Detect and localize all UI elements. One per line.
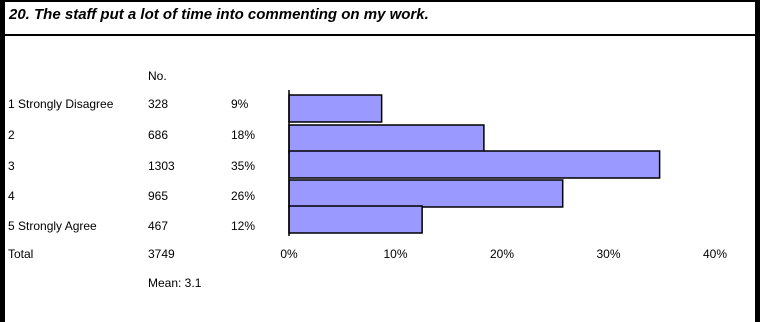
bars-group (288, 94, 661, 234)
row-count: 686 (148, 128, 169, 142)
row-count: 965 (148, 189, 169, 203)
bar-1 (288, 94, 383, 123)
x-tick-label: 10% (383, 247, 407, 261)
row-label: 3 (8, 159, 15, 173)
mean-value: Mean: 3.1 (148, 276, 202, 290)
bar-4 (288, 179, 564, 208)
total-count: 3749 (148, 247, 175, 261)
count-column-header: No. (148, 69, 167, 83)
row-label: 1 Strongly Disagree (8, 97, 114, 111)
bar-2 (288, 124, 485, 153)
row-count: 467 (148, 219, 169, 233)
row-label: 4 (8, 189, 15, 203)
row-percent: 26% (231, 189, 256, 203)
bar-5 (288, 205, 423, 234)
title-divider (5, 34, 755, 36)
chart-title: 20. The staff put a lot of time into com… (9, 6, 429, 23)
x-tick-label: 30% (596, 247, 620, 261)
row-label: 2 (8, 128, 15, 142)
x-tick-label: 20% (490, 247, 514, 261)
row-label: 5 Strongly Agree (8, 219, 97, 233)
x-tick-label: 40% (703, 247, 727, 261)
x-tick-label: 0% (280, 247, 298, 261)
row-count: 1303 (148, 159, 175, 173)
total-label: Total (8, 247, 34, 261)
x-tick-labels: 0% 10% 20% 30% 40% (280, 247, 727, 261)
row-percent: 35% (231, 159, 256, 173)
row-count: 328 (148, 97, 169, 111)
row-percent: 12% (231, 219, 256, 233)
row-percent: 9% (231, 97, 249, 111)
bar-3 (288, 150, 661, 179)
row-percent: 18% (231, 128, 256, 142)
